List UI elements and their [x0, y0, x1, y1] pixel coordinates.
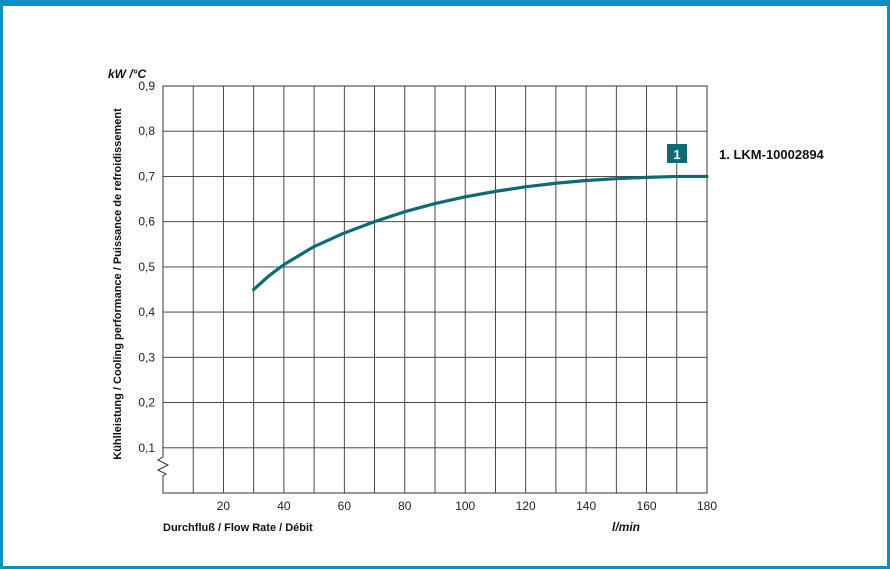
x-tick-label: 140: [576, 499, 596, 513]
x-axis-unit: l/min: [612, 520, 640, 534]
series-layer: [252, 174, 709, 292]
y-tick-label: 0,2: [138, 396, 155, 410]
y-axis-unit: kW /°C: [108, 67, 146, 81]
x-tick-label: 100: [455, 499, 475, 513]
y-axis-break-symbol: [156, 452, 170, 480]
x-tick-label: 60: [338, 499, 352, 513]
axis-break-zigzag: [156, 452, 170, 480]
y-tick-label: 0,8: [138, 124, 155, 138]
y-tick-label: 0,5: [138, 260, 155, 274]
legend: 1 1. LKM-10002894: [667, 144, 825, 163]
x-tick-label: 120: [516, 499, 536, 513]
axis-break-gap: [159, 455, 167, 477]
legend-label: 1. LKM-10002894: [719, 147, 825, 162]
x-tick-label: 20: [217, 499, 231, 513]
y-tick-labels: 0,1 0,2 0,3 0,4 0,5 0,6 0,7 0,8 0,9: [138, 79, 155, 455]
y-tick-label: 0,7: [138, 169, 155, 183]
x-tick-label: 40: [277, 499, 291, 513]
y-tick-label: 0,3: [138, 350, 155, 364]
y-axis-title: Kühlleistung / Cooling performance / Pui…: [112, 108, 124, 460]
x-tick-label: 180: [697, 499, 717, 513]
y-tick-label: 0,4: [138, 305, 155, 319]
x-tick-label: 80: [398, 499, 412, 513]
series-line: [252, 174, 709, 292]
x-axis-title: Durchfluß / Flow Rate / Débit: [163, 522, 313, 534]
legend-badge: [667, 144, 687, 163]
y-tick-label: 0,9: [138, 79, 155, 93]
y-tick-label: 0,1: [138, 441, 155, 455]
chart-grid: [162, 85, 708, 494]
x-tick-labels: 20 40 60 80 100 120 140 160 180: [217, 499, 718, 513]
y-tick-label: 0,6: [138, 215, 155, 229]
legend-badge-number: 1: [673, 147, 680, 162]
x-tick-label: 160: [637, 499, 657, 513]
